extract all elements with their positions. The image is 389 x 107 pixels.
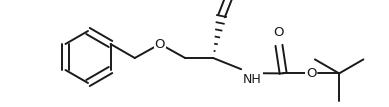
Text: O: O: [274, 26, 284, 39]
Text: NH: NH: [243, 73, 262, 86]
Text: O: O: [306, 67, 316, 80]
Text: O: O: [155, 37, 165, 51]
